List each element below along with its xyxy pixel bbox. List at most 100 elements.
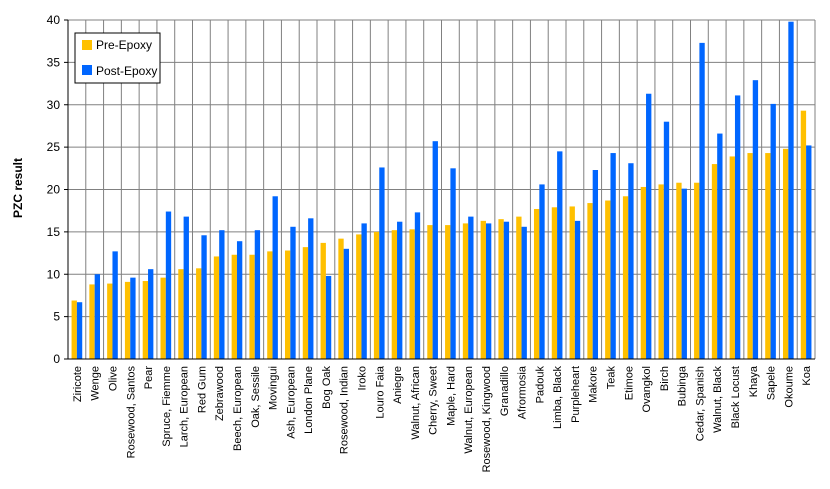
bar-pre-epoxy — [640, 186, 647, 359]
bar-post-epoxy — [450, 168, 456, 359]
bar-pre-epoxy — [338, 238, 344, 359]
bar-post-epoxy — [539, 184, 545, 359]
bar-post-epoxy — [734, 95, 741, 360]
bar-pre-epoxy — [196, 268, 202, 359]
bar-post-epoxy — [361, 223, 367, 359]
legend: Pre-Epoxy Post-Epoxy — [74, 32, 161, 84]
bar-post-epoxy — [806, 145, 812, 359]
x-tick-label: Ash, European — [285, 366, 297, 439]
bar-pre-epoxy — [409, 229, 415, 359]
x-tick-label: Ovangkol — [641, 366, 653, 412]
bar-pre-epoxy — [427, 225, 433, 359]
bar-pre-epoxy — [89, 284, 95, 359]
bar-post-epoxy — [610, 153, 616, 359]
x-tick-label: Louro Faia — [374, 365, 386, 418]
bars — [71, 21, 812, 360]
bar-pre-epoxy — [658, 184, 664, 359]
bar-pre-epoxy — [373, 231, 380, 359]
bar-post-epoxy — [432, 141, 438, 359]
y-tick-label: 35 — [47, 55, 61, 69]
bar-pre-epoxy — [142, 281, 149, 359]
x-tick-label: Beech, European — [232, 366, 244, 451]
bar-post-epoxy — [557, 151, 563, 359]
bar-pre-epoxy — [694, 182, 700, 359]
x-tick-label: Khaya — [748, 365, 760, 397]
y-tick-label: 40 — [47, 13, 61, 27]
x-tick-label: Iroko — [356, 366, 368, 390]
x-tick-label: Movingui — [268, 366, 280, 410]
bar-post-epoxy — [663, 121, 670, 359]
bar-post-epoxy — [628, 163, 634, 359]
x-tick-label: Teak — [605, 366, 617, 390]
x-tick-label: Walnut, European — [463, 366, 475, 454]
y-tick-label: 10 — [47, 267, 61, 281]
bar-post-epoxy — [308, 218, 314, 359]
bar-pre-epoxy — [605, 200, 611, 359]
bar-pre-epoxy — [569, 206, 575, 359]
x-tick-label: Makore — [588, 366, 600, 403]
x-tick-label: Ziricote — [72, 366, 84, 402]
x-tick-label: Bubinga — [677, 365, 689, 406]
bar-pre-epoxy — [107, 283, 113, 359]
bar-post-epoxy — [485, 223, 492, 359]
legend-label-pre-epoxy: Pre-Epoxy — [96, 38, 152, 52]
bar-post-epoxy — [325, 275, 332, 359]
bar-post-epoxy — [272, 196, 278, 359]
x-tick-label: Olive — [107, 366, 119, 391]
bar-pre-epoxy — [747, 153, 753, 359]
x-tick-label: Afrormosia — [517, 365, 529, 419]
bar-pre-epoxy — [622, 196, 629, 359]
bar-post-epoxy — [770, 103, 776, 359]
bar-post-epoxy — [112, 251, 118, 359]
x-tick-label: Aniegre — [392, 366, 404, 404]
x-tick-label: Cherry, Sweet — [428, 366, 440, 435]
bar-post-epoxy — [94, 274, 101, 359]
bar-pre-epoxy — [356, 234, 362, 359]
bar-pre-epoxy — [800, 110, 807, 360]
bar-post-epoxy — [236, 241, 243, 359]
bar-pre-epoxy — [480, 220, 486, 359]
y-axis-label: PZC result — [11, 158, 25, 218]
bar-post-epoxy — [379, 167, 385, 359]
y-tick-label: 5 — [53, 310, 60, 324]
bar-pre-epoxy — [462, 223, 469, 359]
bar-pre-epoxy — [551, 207, 558, 359]
bar-pre-epoxy — [587, 203, 593, 359]
x-tick-label: London Plane — [303, 366, 315, 434]
legend-swatch-pre-epoxy — [82, 40, 92, 50]
x-tick-label: Granadillo — [499, 366, 511, 416]
bar-pre-epoxy — [267, 251, 273, 359]
bar-pre-epoxy — [765, 153, 771, 359]
bar-post-epoxy — [503, 221, 510, 359]
x-tick-label: Rosewood, Santos — [125, 366, 137, 459]
x-tick-label: Rosewood, Indian — [339, 366, 351, 454]
bar-post-epoxy — [521, 226, 527, 359]
bar-post-epoxy — [699, 42, 705, 359]
y-tick-label: 0 — [53, 352, 60, 366]
axes: 0 5 10 15 20 25 30 35 40 Ziricote Wenge Olive Rosewo… — [47, 13, 815, 472]
y-tick-label: 15 — [47, 225, 61, 239]
bar-post-epoxy — [201, 235, 207, 359]
x-tick-label: Padouk — [534, 366, 546, 404]
y-tick-label: 30 — [47, 98, 61, 112]
bar-pre-epoxy — [213, 256, 220, 359]
bar-pre-epoxy — [160, 277, 166, 359]
bar-post-epoxy — [343, 248, 350, 359]
x-tick-label: Sapele — [766, 366, 778, 400]
bar-post-epoxy — [130, 277, 136, 359]
bar-post-epoxy — [290, 226, 296, 359]
bar-post-epoxy — [254, 230, 261, 359]
x-tick-label: Rosewood, Kingwood — [481, 366, 493, 472]
bar-post-epoxy — [752, 80, 759, 360]
x-tick-label: Birch — [659, 366, 671, 391]
legend-swatch-post-epoxy — [82, 65, 92, 75]
bar-post-epoxy — [681, 188, 687, 359]
x-tick-label: Cedar, Spanish — [694, 366, 706, 441]
bar-post-epoxy — [165, 211, 172, 359]
x-tick-label: Pear — [143, 366, 155, 390]
x-tick-label: Larch, European — [179, 366, 191, 447]
bar-pre-epoxy — [676, 182, 682, 359]
bar-pre-epoxy — [533, 208, 540, 359]
x-tick-label: Spruce, Fiemme — [161, 366, 173, 447]
